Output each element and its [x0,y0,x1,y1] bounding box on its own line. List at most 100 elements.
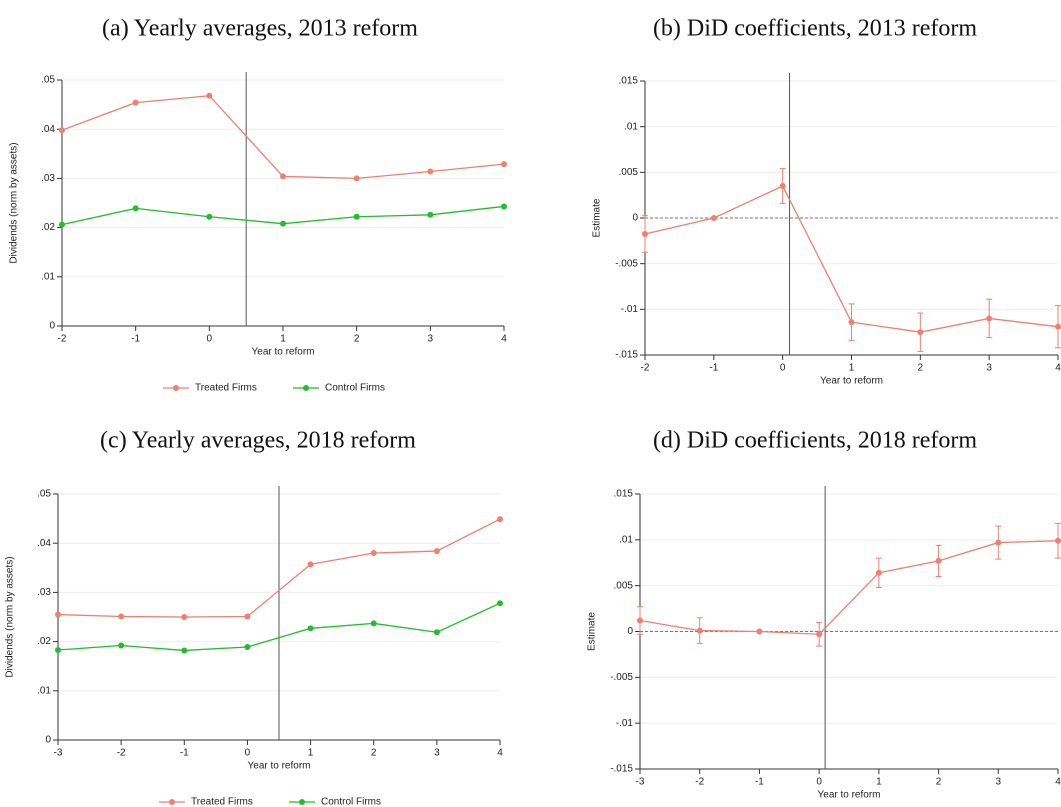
data-point [244,644,251,651]
data-point [779,183,786,190]
data-point [118,613,125,620]
series-line [639,540,1059,635]
y-tick-label: .01 [41,271,55,282]
x-tick-label: -2 [695,777,704,788]
y-tick-label: -.015 [610,764,633,775]
x-tick-label: 4 [497,748,503,759]
legend-marker [303,385,309,391]
data-point [55,646,61,653]
data-point [59,127,65,134]
data-point [756,628,763,635]
x-tick-label: 1 [876,777,882,788]
y-tick-label: -.005 [615,258,638,269]
data-point [427,168,434,175]
data-point [1055,537,1061,544]
x-axis-label: Year to reform [248,761,311,772]
data-point [696,627,703,634]
data-point [637,617,643,624]
data-point [433,629,440,636]
x-tick-label: 3 [434,748,440,759]
data-point [935,557,942,564]
x-tick-label: 3 [428,334,434,345]
legend-marker [169,799,175,805]
data-point [132,99,139,106]
data-point [280,220,286,227]
data-point [848,319,855,326]
series-line [57,518,501,618]
data-point [118,642,125,649]
y-tick-label: .005 [619,167,639,178]
x-tick-label: 2 [354,334,360,345]
x-axis-label: Year to reform [820,376,883,387]
y-axis-label: Dividends (norm by assets) [5,556,16,677]
x-tick-label: 2 [936,777,942,788]
x-tick-label: -1 [755,777,764,788]
data-point [710,215,717,221]
x-tick-label: 1 [280,334,286,345]
x-tick-label: 4 [1055,777,1061,788]
x-tick-label: -2 [117,748,126,759]
data-point [280,173,286,180]
y-tick-label: .03 [37,587,51,598]
series-line [61,95,505,180]
data-point [370,620,377,627]
x-tick-label: 0 [207,334,213,345]
data-point [497,516,503,523]
y-axis-label: Estimate [587,612,598,651]
data-point [181,614,188,620]
data-point [353,175,360,182]
data-point [433,548,440,555]
data-point [370,550,377,557]
y-tick-label: 0 [632,213,638,224]
data-point [816,631,823,638]
data-point [353,213,360,220]
chart-title: (b) DiD coefficients, 2013 reform [653,16,977,42]
x-axis-label: Year to reform [252,347,315,358]
y-tick-label: -.015 [615,350,638,361]
y-tick-label: .015 [614,489,634,500]
x-tick-label: -2 [58,334,67,345]
y-tick-label: .04 [41,124,55,135]
x-tick-label: -3 [636,777,645,788]
x-tick-label: 2 [918,363,924,374]
x-tick-label: -1 [180,748,189,759]
y-tick-label: 0 [627,626,633,637]
legend-label: Control Firms [325,383,385,394]
x-tick-label: 0 [245,748,251,759]
y-tick-label: .01 [624,121,638,132]
legend-label: Control Firms [321,797,381,807]
data-point [1055,323,1061,330]
x-tick-label: -1 [709,363,718,374]
y-tick-label: .05 [37,489,51,500]
y-tick-label: .05 [41,75,55,86]
data-point [59,221,65,228]
data-point [986,315,993,322]
data-point [132,205,139,212]
x-tick-label: -1 [131,334,140,345]
data-point [55,611,61,618]
legend-marker [173,385,179,391]
y-tick-label: .015 [619,76,639,87]
data-point [206,213,213,220]
y-tick-label: 0 [45,735,51,746]
legend-marker [299,799,305,805]
chart-title: (a) Yearly averages, 2013 reform [102,16,418,42]
y-tick-label: -.005 [610,672,633,683]
y-tick-label: -.01 [616,718,634,729]
x-tick-label: 0 [780,363,786,374]
x-tick-label: -3 [54,748,63,759]
y-axis-label: Estimate [592,198,603,237]
y-tick-label: -.01 [621,304,639,315]
data-point [206,92,213,99]
legend-label: Treated Firms [191,797,253,807]
data-point [307,561,314,568]
data-point [995,539,1002,546]
data-point [501,161,507,168]
data-point [244,613,251,620]
data-point [642,230,648,237]
y-tick-label: .02 [37,636,51,647]
data-point [427,211,434,218]
y-tick-label: 0 [49,321,55,332]
y-tick-label: .01 [37,685,51,696]
